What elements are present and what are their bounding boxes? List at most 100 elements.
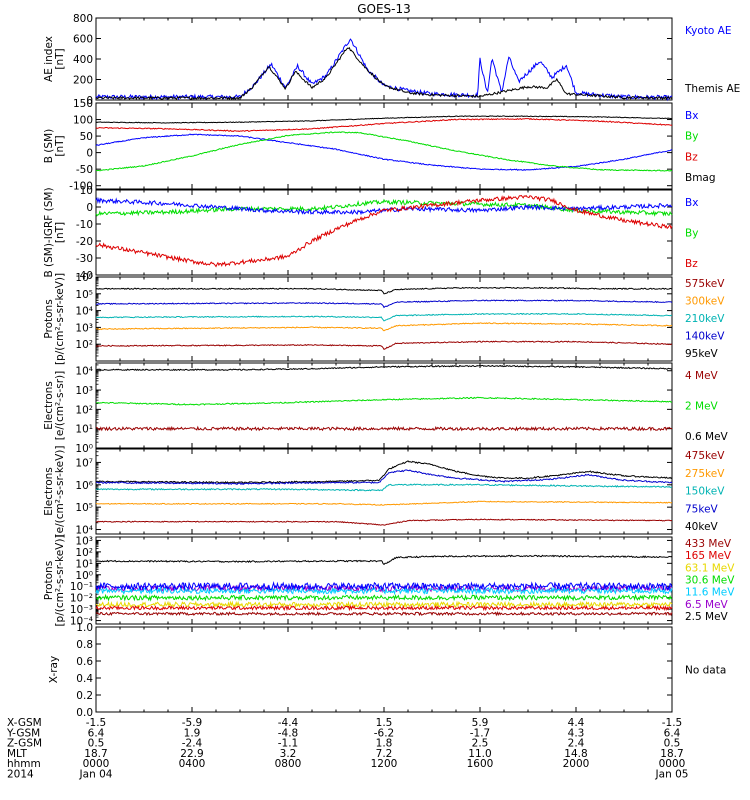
x-tick-value: 5.9 [472, 717, 489, 729]
y-axis-label: X-ray [48, 656, 60, 683]
y-tick-label: 0.0 [76, 707, 93, 719]
y-tick-label: -20 [76, 236, 93, 248]
y-tick-label: 50 [80, 131, 93, 143]
y-tick-label: 10³ [75, 322, 93, 334]
legend-entry: Bz [685, 258, 698, 270]
x-tick-value: 3.2 [280, 748, 297, 760]
panel-frame [95, 362, 673, 449]
legend-entry: 4 MeV [685, 370, 719, 382]
y-axis-label-line: X-ray [48, 656, 60, 683]
y-tick-label: 100 [73, 115, 93, 127]
series-30-6-mev [95, 593, 673, 602]
y-tick-label: 10⁴ [75, 306, 93, 318]
y-tick-label: -30 [76, 253, 93, 265]
x-tick-value: 1.8 [376, 738, 393, 750]
y-axis-label-line: Electrons [43, 381, 55, 430]
x-tick-value: -1.5 [86, 717, 107, 729]
x-tick-value: 18.7 [660, 748, 683, 760]
y-tick-label: 400 [73, 54, 93, 66]
legend-entry: 6.5 MeV [685, 599, 729, 611]
series-bz [95, 194, 673, 268]
y-tick-label: 200 [73, 75, 93, 87]
legend-entry: 2.5 MeV [685, 611, 729, 623]
legend-entry: 165 MeV [685, 550, 732, 562]
y-tick-label: 10⁰ [75, 443, 93, 455]
y-tick-label: 10³ [75, 535, 93, 547]
series-275kev [95, 500, 672, 506]
y-tick-label: 10⁷ [75, 457, 93, 469]
legend-entry: Kyoto AE [685, 25, 731, 37]
x-tick-value: 0.5 [88, 738, 105, 750]
y-tick-label: 800 [73, 13, 93, 25]
y-axis-label: Electrons [e/(cm²-s-sr)] [43, 371, 66, 440]
x-row-label: Z-GSM [7, 738, 42, 750]
panel-b: -100 -50 0 50 100 150 B (SM) [nT] Bx By Bz Bmag [43, 98, 716, 193]
y-tick-label: 1.0 [76, 622, 93, 634]
legend-entry: 2 MeV [685, 401, 719, 413]
y-tick-label: 150 [73, 98, 93, 110]
y-tick-label: 0.2 [76, 690, 93, 702]
y-axis-label-line: [e/(cm²-s-sr-keV)] [54, 446, 66, 538]
x-tick-value: -1.1 [278, 738, 299, 750]
y-axis-label-line: Electrons [43, 467, 55, 516]
legend-entry: No data [685, 665, 726, 677]
legend-entry: 30.6 MeV [685, 575, 735, 587]
y-tick-label: 600 [73, 34, 93, 46]
y-tick-label: 10⁶ [75, 480, 93, 492]
x-tick-value: 14.8 [564, 748, 587, 760]
panel-frame [95, 536, 673, 625]
y-axis-label: B (SM) [nT] [43, 129, 66, 163]
y-tick-label: 10⁵ [75, 502, 93, 514]
y-axis-label-line: B (SM)-IGRF (SM) [43, 187, 55, 277]
x-tick-value: 11.0 [468, 748, 491, 760]
y-tick-label: 10¹ [75, 558, 93, 570]
y-axis-label: Electrons [e/(cm²-s-sr-keV)] [43, 446, 66, 538]
legend-entry: 300keV [685, 296, 725, 308]
y-axis-label-line: [p/(cm²-s-sr-keV)] [54, 534, 66, 626]
legend-entry: 150keV [685, 486, 725, 498]
series-40kev [95, 460, 673, 484]
y-axis-label-line: [nT] [54, 48, 66, 69]
y-tick-label: -40 [76, 270, 93, 282]
legend-entry: Bz [685, 151, 698, 163]
series-140kev [95, 299, 673, 309]
panel-b_igrf: -40 -30 -20 -10 0 10 B (SM)-IGRF (SM) [nT] Bx By B… [43, 185, 698, 282]
x-tick-value: 18.7 [84, 748, 107, 760]
series-bmag [95, 115, 673, 124]
series-0-6-mev [95, 364, 673, 372]
x-tick-value: -5.9 [182, 717, 203, 729]
panel-frame [95, 17, 673, 101]
panel-electrons_kev: 10⁴ 10⁵ 10⁶ 10⁷ Electrons [e/(cm²-s-sr-keV)] 4… [43, 446, 725, 538]
series-bx [95, 133, 673, 171]
x-tick-value: 2.4 [568, 738, 585, 750]
series-themis-ae [95, 47, 673, 101]
series-165-mev [95, 604, 673, 612]
y-tick-label: -50 [76, 164, 93, 176]
series-95kev [95, 286, 673, 295]
series-2-5-mev [96, 554, 673, 566]
panel-xray: 0.0 0.2 0.4 0.6 0.8 1.0 X-ray No data [48, 622, 726, 719]
series-bx [95, 196, 673, 216]
y-tick-label: 10⁻² [70, 593, 93, 605]
y-axis-label: Protons [p/(cm²-s-sr-keV)] [43, 273, 66, 365]
legend-entry: 275keV [685, 468, 725, 480]
y-axis-label: AE index [nT] [43, 36, 66, 82]
y-tick-label: 10² [75, 339, 93, 351]
series-11-6-mev [95, 586, 673, 596]
series-300kev [95, 322, 672, 332]
x-tick-value: 6.4 [664, 727, 681, 739]
panel-frame [95, 626, 673, 713]
legend-entry: Themis AE [684, 83, 740, 95]
series-blue-band [95, 580, 673, 592]
series-75kev [95, 469, 673, 486]
y-tick-label: 10⁻⁴ [70, 616, 93, 628]
y-axis-label: Protons [p/(cm²-s-sr-keV)] [43, 534, 66, 626]
y-tick-label: -100 [69, 181, 93, 193]
x-tick-value: 1.9 [184, 727, 201, 739]
x-tick-value: -2.4 [182, 738, 203, 750]
series-by [95, 131, 673, 172]
series-bz [95, 117, 673, 132]
x-tick-value: -4.8 [278, 727, 299, 739]
